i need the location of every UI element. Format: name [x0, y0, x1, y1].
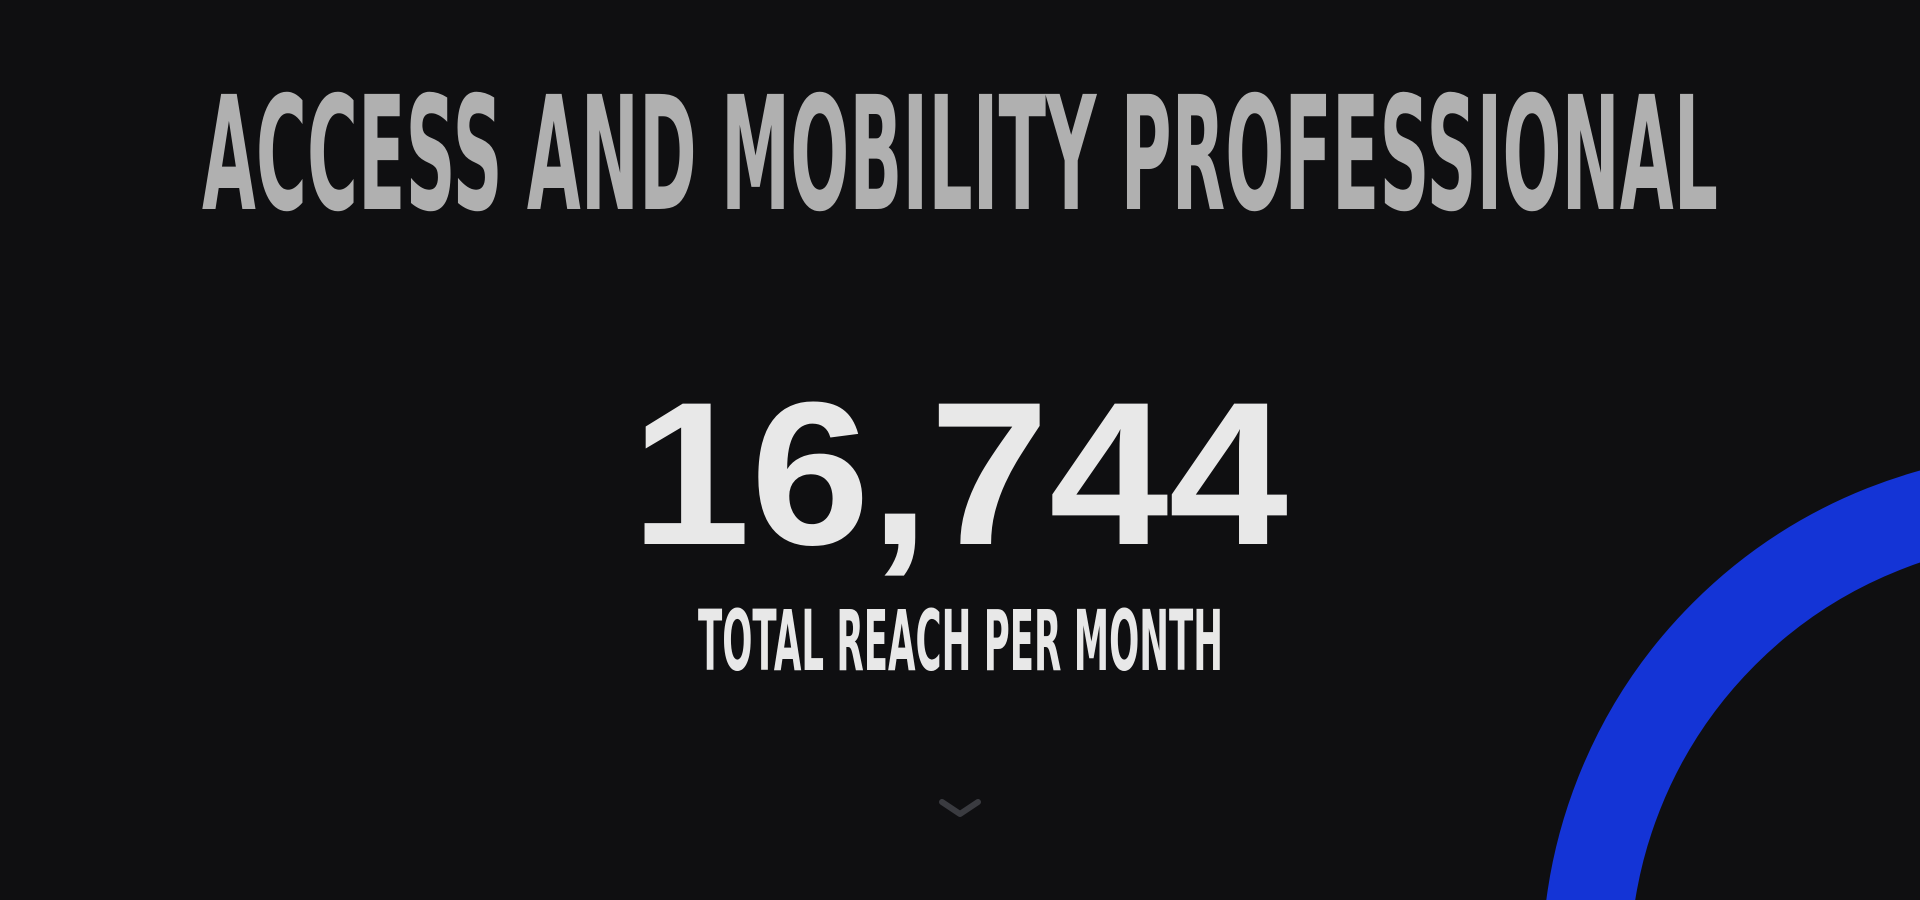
scroll-chevron[interactable]: [939, 799, 981, 817]
stat-label: TOTAL REACH PER MONTH: [698, 592, 1223, 690]
stat-value: 16,744: [631, 360, 1288, 588]
page-title: ACCESS AND MOBILITY PROFESSIONAL: [202, 63, 1718, 247]
